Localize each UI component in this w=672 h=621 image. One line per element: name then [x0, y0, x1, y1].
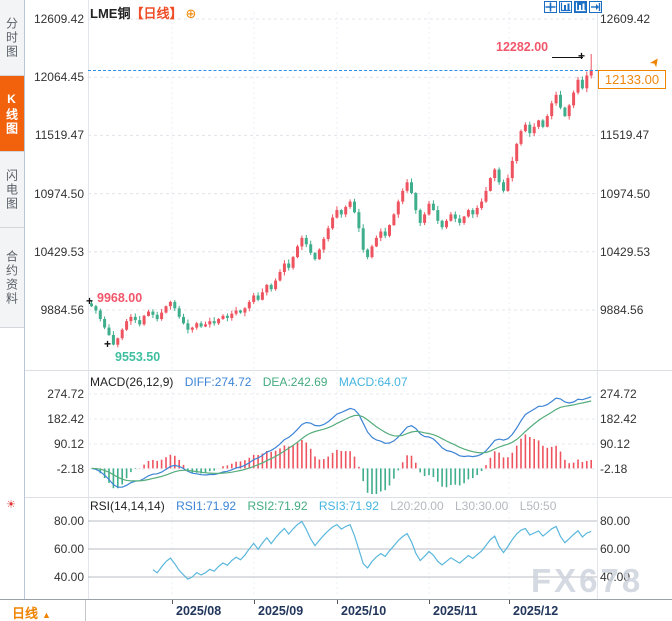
- sidebar-tab-kline-chart[interactable]: K线图: [0, 76, 24, 152]
- rsi-axis-left-label: 80.00: [53, 514, 84, 528]
- chart-title: LME铜【日线】 ⊕: [90, 3, 196, 22]
- period-arrow-icon: ▲: [42, 610, 51, 620]
- right-axis-divider: [597, 0, 598, 599]
- macd-diff-value: DIFF:274.72: [184, 375, 252, 389]
- macd-axis-left-label: 182.42: [47, 412, 84, 426]
- add-indicator-icon[interactable]: ⊕: [185, 6, 197, 21]
- rsi-panel-separator: [0, 497, 672, 498]
- sidebar-tab-contract-info[interactable]: 合约资料: [0, 228, 24, 328]
- period-high-cross: +: [578, 49, 586, 63]
- macd-axis-right-label: 274.72: [600, 387, 637, 401]
- period-tag: 【日线】: [130, 6, 183, 21]
- sidebar-tab-lightning-chart[interactable]: 闪电图: [0, 152, 24, 228]
- period-high-marker-line: [552, 57, 583, 58]
- price-axis-right-label: 11519.47: [600, 128, 650, 143]
- month-tick: [429, 600, 430, 604]
- rsi-axis-left-label: 40.00: [53, 570, 84, 584]
- rsi2-value: RSI2:71.92: [247, 499, 308, 513]
- month-label: 2025/12: [513, 604, 559, 618]
- macd-axis-left-label: 90.12: [53, 437, 84, 451]
- symbol-name: LME铜: [90, 6, 131, 21]
- rsi-title: RSI(14,14,14): [90, 499, 165, 513]
- last-price-box: 12133.00: [598, 70, 666, 89]
- last-price-line: [88, 70, 598, 71]
- start-low-cross: +: [104, 337, 112, 351]
- price-axis-left-label: 12064.45: [33, 70, 84, 85]
- watermark: FX678: [531, 562, 644, 599]
- rsi-l20-value: L20:20.00: [390, 499, 444, 513]
- macd-macd-value: MACD:64.07: [338, 375, 408, 389]
- price-chart-canvas[interactable]: [88, 0, 597, 599]
- price-axis-left-label: 12609.42: [33, 12, 84, 26]
- rsi3-value: RSI3:71.92: [318, 499, 379, 513]
- bottom-bar-divider: [85, 600, 86, 621]
- exit-chart-icon[interactable]: [589, 1, 602, 13]
- left-axis-divider: [88, 0, 89, 599]
- rsi-axis-right-label: 40.00: [600, 570, 631, 584]
- jump-to-latest-icon[interactable]: ➤: [646, 53, 664, 71]
- start-high-label: 9968.00: [97, 291, 143, 305]
- start-high-cross: +: [86, 294, 94, 308]
- price-axis-left-label: 11519.47: [34, 128, 84, 143]
- price-axis-left-label: 9884.56: [40, 303, 84, 317]
- rsi-l50-value: L50:50: [519, 499, 557, 513]
- month-label: 2025/09: [258, 604, 304, 618]
- macd-header: MACD(26,12,9) DIFF:274.72 DEA:242.69 MAC…: [90, 375, 408, 389]
- month-label: 2025/10: [341, 604, 387, 618]
- sidebar-tab-time-chart[interactable]: 分时图: [0, 0, 24, 76]
- rsi-axis-right-label: 60.00: [600, 542, 631, 556]
- macd-axis-right-label: -2.18: [600, 462, 628, 476]
- macd-panel-separator: [0, 370, 672, 371]
- crosshair-move-icon[interactable]: [544, 1, 557, 13]
- rsi-axis-right-label: 80.00: [600, 514, 631, 528]
- price-axis-left-label: 10974.50: [33, 186, 84, 201]
- price-axis-left-label: 10429.53: [33, 244, 84, 259]
- macd-axis-right-label: 90.12: [600, 437, 631, 451]
- period-high-label: 12282.00: [496, 40, 549, 54]
- indicator-settings-icon[interactable]: ☀: [6, 499, 16, 511]
- period-selector[interactable]: 日线 ▲: [12, 606, 51, 621]
- start-low-label: 9553.50: [115, 350, 161, 364]
- scale-chart-active-icon[interactable]: [574, 1, 587, 13]
- macd-dea-value: DEA:242.69: [262, 375, 328, 389]
- rsi-axis-left-label: 60.00: [53, 542, 84, 556]
- rsi-l30-value: L30:30.00: [454, 499, 509, 513]
- macd-title: MACD(26,12,9): [90, 375, 174, 389]
- month-tick: [509, 600, 510, 604]
- month-label: 2025/11: [433, 604, 478, 618]
- sidebar: 分时图 K线图 闪电图 合约资料: [0, 0, 25, 599]
- price-axis-right-label: 9884.56: [600, 303, 644, 317]
- month-tick: [172, 600, 173, 604]
- macd-axis-right-label: 182.42: [600, 412, 637, 426]
- toolbar: [544, 1, 602, 13]
- month-tick: [337, 600, 338, 604]
- price-axis-right-label: 10974.50: [600, 186, 651, 201]
- macd-axis-left-label: -2.18: [56, 462, 84, 476]
- scale-chart-icon[interactable]: [559, 1, 572, 13]
- price-axis-right-label: 12609.42: [600, 12, 651, 26]
- macd-axis-left-label: 274.72: [47, 387, 84, 401]
- month-tick: [254, 600, 255, 604]
- rsi1-value: RSI1:71.92: [176, 499, 237, 513]
- month-label: 2025/08: [176, 604, 222, 618]
- bottom-bar: 日线 ▲ 2025/08 2025/09 2025/10 2025/11 2025/12: [0, 599, 672, 621]
- price-axis-right-label: 10429.53: [600, 244, 651, 259]
- rsi-header: RSI(14,14,14) RSI1:71.92 RSI2:71.92 RSI3…: [90, 499, 556, 513]
